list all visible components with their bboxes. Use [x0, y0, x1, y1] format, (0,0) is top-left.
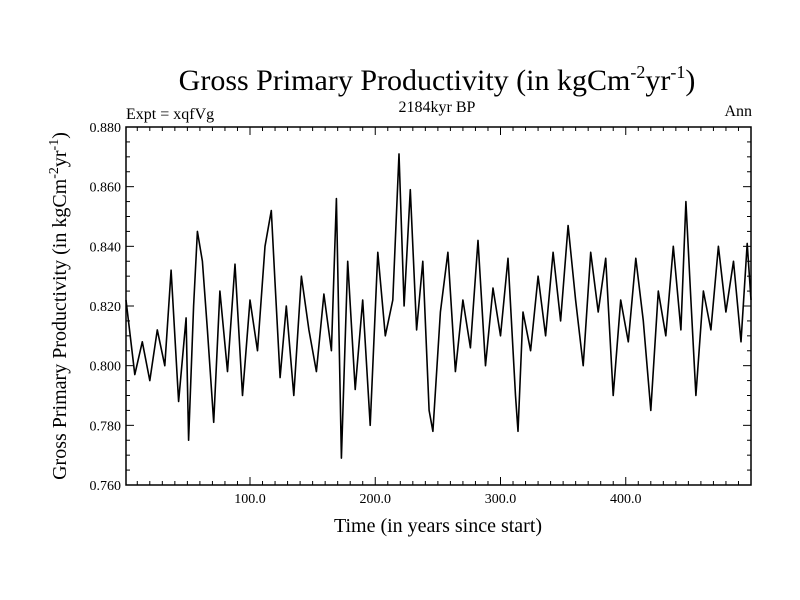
x-tick-label: 300.0: [485, 492, 517, 507]
gpp-series-line: [125, 153, 752, 459]
y-axis-label-sup1: -2: [47, 167, 62, 179]
chart-title-end: ): [685, 64, 695, 97]
y-tick-label: 0.860: [90, 181, 122, 196]
chart-title-main: Gross Primary Productivity (in kgCm: [179, 64, 631, 97]
y-axis-label-sup2: -1: [47, 139, 62, 151]
y-tick-label: 0.760: [90, 479, 122, 494]
y-tick-label: 0.880: [90, 121, 122, 136]
chart-title-sup2: -1: [670, 62, 685, 82]
period-label: 2184kyr BP: [399, 99, 476, 116]
experiment-label: Expt = xqfVg: [126, 106, 214, 123]
y-tick-label: 0.840: [90, 240, 122, 255]
x-axis-label: Time (in years since start): [334, 515, 542, 537]
chart-title: Gross Primary Productivity (in kgCm-2yr-…: [179, 62, 696, 97]
plot-frame: [125, 126, 752, 486]
y-axis-label: Gross Primary Productivity (in kgCm-2yr-…: [47, 132, 71, 480]
y-axis-label-main: Gross Primary Productivity (in kgCm: [49, 178, 71, 480]
y-tick-label: 0.800: [90, 360, 122, 375]
chart-title-mid: yr: [645, 64, 670, 97]
x-tick-label: 400.0: [610, 492, 642, 507]
axis-tick-labels: 100.0 200.0 300.0 400.0 0.760 0.780 0.800 0.820…: [90, 121, 642, 507]
y-axis-label-mid: yr: [49, 150, 71, 167]
y-axis-label-end: ): [49, 132, 71, 139]
x-tick-label: 200.0: [359, 492, 391, 507]
y-tick-label: 0.820: [90, 300, 122, 315]
chart-title-sup1: -2: [630, 62, 645, 82]
season-label: Ann: [724, 103, 752, 120]
x-tick-label: 100.0: [234, 492, 266, 507]
y-tick-label: 0.780: [90, 419, 122, 434]
